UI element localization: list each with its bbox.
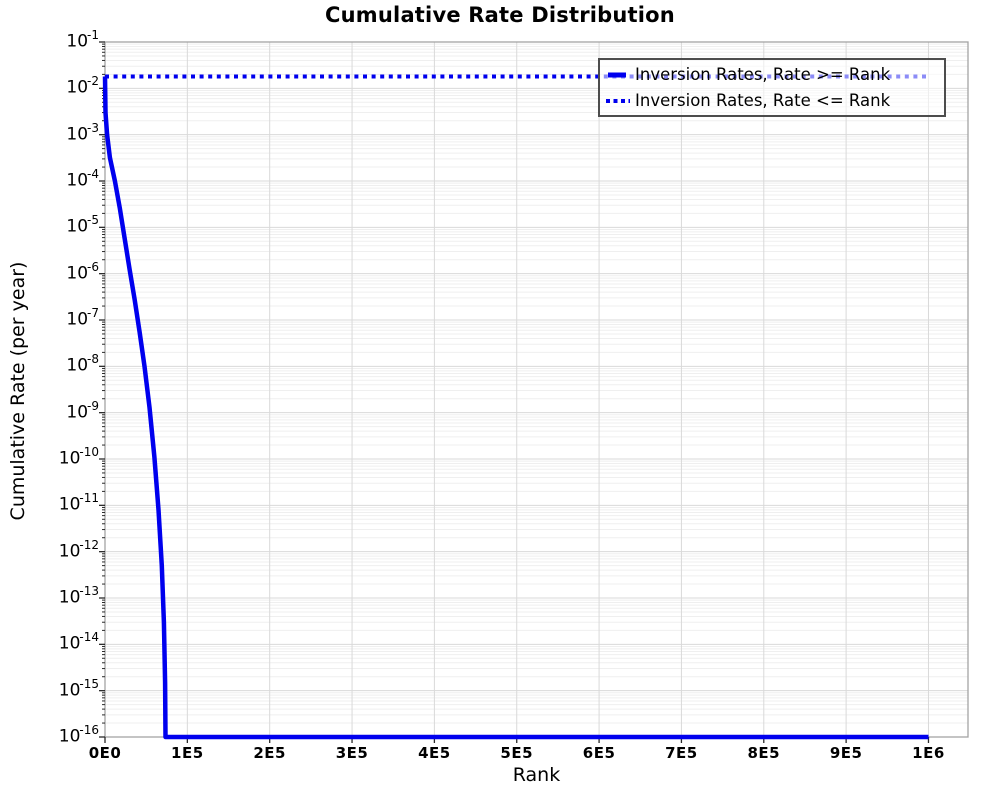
y-tick-exponent: -4 [87, 167, 99, 181]
y-tick-base: 10 [66, 170, 89, 191]
legend-line-sample-dotted [606, 98, 630, 103]
plot-frame [104, 41, 969, 738]
y-tick-label: 10-9 [28, 398, 100, 423]
y-tick-base: 10 [66, 263, 89, 284]
y-tick-exponent: -15 [79, 676, 99, 691]
y-tick-base: 10 [58, 587, 81, 608]
x-tick-label: 1E5 [171, 744, 204, 762]
series-line-solid [102, 76, 929, 740]
y-tick-base: 10 [66, 216, 89, 237]
y-tick-label: 10-4 [28, 167, 100, 191]
x-tick-label: 2E5 [253, 744, 286, 762]
y-tick-label: 10-16 [28, 723, 100, 747]
y-tick-label: 10-14 [28, 630, 100, 654]
legend: Inversion Rates, Rate >= Rank Inversion R… [598, 58, 946, 117]
y-axis-title: Cumulative Rate (per year) [7, 261, 29, 521]
y-tick-exponent: -2 [87, 74, 99, 89]
y-tick-label: 10-5 [28, 213, 100, 237]
x-tick-label: 1E6 [912, 744, 945, 762]
y-tick-base: 10 [58, 726, 81, 747]
y-tick-exponent: -16 [79, 723, 99, 737]
y-tick-exponent: -11 [79, 491, 99, 506]
x-tick-label: 8E5 [747, 744, 781, 762]
y-tick-label: 10-13 [28, 584, 100, 608]
x-tick-label: 3E5 [335, 744, 369, 762]
legend-entry: Inversion Rates, Rate <= Rank [604, 88, 940, 113]
y-tick-label: 10-11 [28, 491, 100, 515]
y-tick-base: 10 [66, 309, 89, 330]
legend-entry: Inversion Rates, Rate >= Rank [604, 62, 940, 87]
y-tick-exponent: -13 [79, 584, 99, 598]
x-tick-label: 0E0 [88, 744, 122, 762]
y-tick-label: 10-10 [28, 445, 100, 469]
x-axis-title: Rank [512, 764, 561, 786]
x-tick-label: 9E5 [829, 744, 863, 762]
y-tick-base: 10 [58, 680, 81, 701]
y-tick-label: 10-2 [28, 74, 100, 98]
chart-title: Cumulative Rate Distribution [325, 3, 675, 27]
y-tick-base: 10 [58, 448, 81, 469]
y-tick-exponent: -12 [79, 537, 99, 552]
y-tick-label: 10-8 [28, 352, 100, 376]
x-tick-label: 6E5 [582, 744, 616, 762]
legend-line-sample-solid [608, 72, 626, 77]
legend-entry-label: Inversion Rates, Rate >= Rank [635, 65, 891, 84]
y-tick-exponent: -6 [87, 259, 99, 274]
y-tick-label: 10-12 [28, 537, 100, 562]
y-tick-base: 10 [58, 633, 81, 654]
y-tick-label: 10-15 [28, 676, 100, 701]
y-tick-base: 10 [58, 494, 81, 515]
y-tick-base: 10 [66, 402, 89, 423]
y-tick-label: 10-7 [28, 306, 100, 330]
y-tick-exponent: -1 [87, 28, 99, 42]
y-tick-exponent: -5 [87, 213, 99, 228]
x-tick-label: 5E5 [500, 744, 534, 762]
y-tick-base: 10 [66, 77, 89, 98]
y-tick-exponent: -10 [79, 445, 99, 459]
y-tick-exponent: -3 [87, 120, 99, 135]
y-tick-label: 10-1 [28, 28, 100, 52]
x-tick-label: 4E5 [418, 744, 451, 762]
y-tick-base: 10 [66, 31, 89, 52]
y-tick-exponent: -9 [87, 398, 99, 413]
y-tick-label: 10-3 [28, 120, 100, 145]
y-tick-exponent: -7 [87, 306, 99, 320]
y-tick-base: 10 [66, 124, 89, 145]
legend-entry-label: Inversion Rates, Rate <= Rank [635, 91, 891, 110]
y-tick-exponent: -14 [79, 630, 99, 645]
y-tick-label: 10-6 [28, 259, 100, 284]
y-tick-base: 10 [58, 541, 81, 562]
y-tick-base: 10 [66, 355, 89, 376]
y-tick-exponent: -8 [87, 352, 99, 367]
x-tick-label: 7E5 [665, 744, 698, 762]
